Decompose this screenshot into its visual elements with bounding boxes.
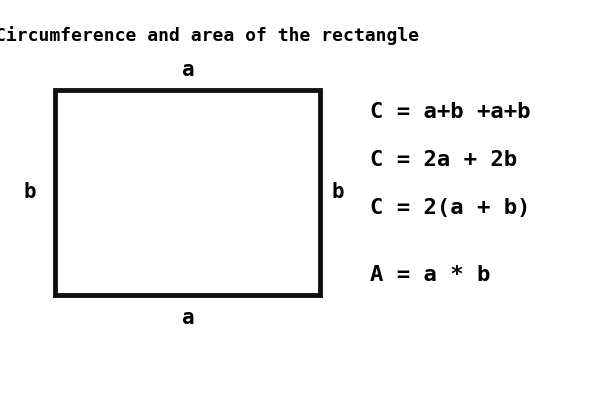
Text: a: a	[182, 308, 194, 328]
Text: A = a * b: A = a * b	[370, 265, 490, 285]
Text: b: b	[332, 182, 344, 202]
Bar	[55, 90, 320, 295]
Text: C = a+b +a+b: C = a+b +a+b	[370, 102, 530, 122]
Text: C = 2(a + b): C = 2(a + b)	[370, 198, 530, 218]
Text: Circumference and area of the rectangle: Circumference and area of the rectangle	[0, 26, 419, 46]
Text: C = 2a + 2b: C = 2a + 2b	[370, 150, 517, 170]
Text: b: b	[23, 182, 37, 202]
Text: a: a	[182, 60, 194, 80]
